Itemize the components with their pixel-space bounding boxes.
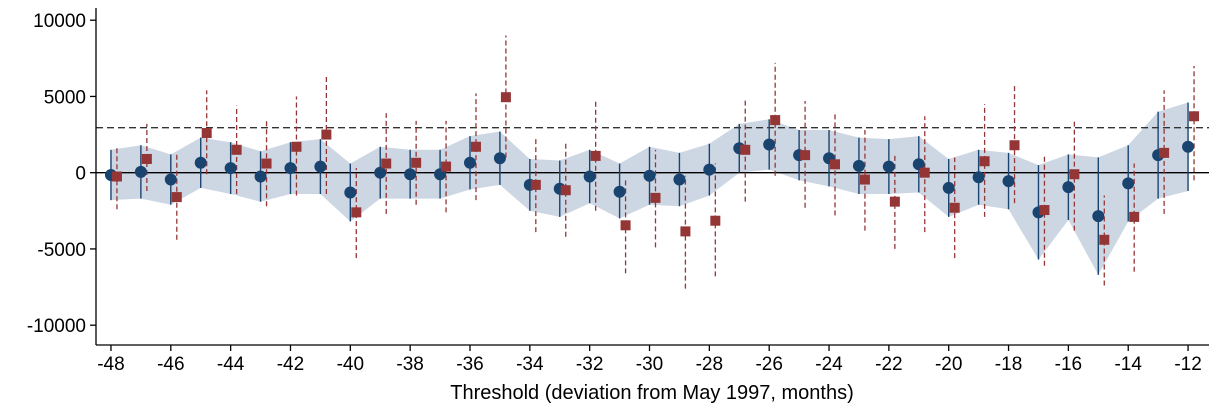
circle-series-point: [284, 162, 297, 175]
y-tick-label: -5000: [37, 240, 86, 261]
square-series-point: [141, 153, 152, 164]
circle-series-point: [493, 152, 506, 165]
square-series-layer: [111, 92, 1200, 245]
square-series-point: [740, 144, 751, 155]
square-series-point: [411, 157, 422, 168]
circle-series-point: [344, 186, 357, 199]
square-series-point: [111, 171, 122, 182]
x-axis-title: Threshold (deviation from May 1997, mont…: [450, 382, 854, 404]
square-series-point: [770, 115, 781, 126]
circle-series-point: [643, 169, 656, 182]
square-series-point: [680, 226, 691, 237]
y-tick-label: 5000: [44, 87, 86, 108]
square-series-point: [949, 202, 960, 213]
square-series-point: [231, 144, 242, 155]
circle-series-point: [763, 138, 776, 151]
circle-series-point: [852, 159, 865, 172]
x-tick-label: -12: [1174, 354, 1201, 375]
circle-series-point: [673, 173, 686, 186]
x-tick-label: -18: [995, 354, 1022, 375]
circle-series-point: [164, 173, 177, 186]
square-series-point: [979, 156, 990, 167]
x-tick-label: -26: [755, 354, 782, 375]
x-tick-label: -20: [935, 354, 962, 375]
axes-layer: -10000 -5000 0 5000 10000 -48 -46 -44 -42 -40 -38 -…: [27, 8, 1209, 375]
square-series-point: [560, 185, 571, 196]
x-tick-label: -34: [516, 354, 544, 375]
x-tick-label: -44: [217, 354, 245, 375]
square-series-point: [800, 150, 811, 161]
square-series-point: [381, 158, 392, 169]
circle-series-point: [972, 171, 985, 184]
circle-series-point: [1122, 177, 1135, 190]
x-tick-label: -32: [576, 354, 603, 375]
x-tick-label: -16: [1055, 354, 1082, 375]
square-series-point: [441, 161, 452, 172]
square-series-point: [1009, 140, 1020, 151]
circle-series-point: [882, 160, 895, 173]
square-series-point: [530, 179, 541, 190]
square-series-point: [201, 128, 212, 139]
x-tick-label: -48: [97, 354, 124, 375]
square-series-point: [590, 150, 601, 161]
circle-series-point: [1182, 140, 1195, 153]
circle-series-point: [613, 185, 626, 198]
circle-series-point: [942, 181, 955, 194]
circle-series-point: [1002, 175, 1015, 188]
x-tick-label: -14: [1114, 354, 1142, 375]
y-tick-label: 0: [75, 164, 86, 185]
square-series-point: [1129, 211, 1140, 222]
square-series-point: [291, 141, 302, 152]
circle-series-point: [1062, 181, 1075, 194]
circle-series-point: [374, 166, 387, 179]
y-tick-label: -10000: [27, 316, 86, 337]
circle-series-point: [254, 170, 267, 183]
circle-series-point: [134, 165, 147, 178]
x-tick-label: -22: [875, 354, 902, 375]
square-series-point: [919, 167, 930, 178]
square-series-point: [650, 192, 661, 203]
square-series-point: [1039, 205, 1050, 216]
square-series-point: [470, 141, 481, 152]
square-series-point: [1099, 234, 1110, 245]
x-tick-label: -36: [456, 354, 483, 375]
square-series-point: [859, 174, 870, 185]
x-tick-label: -28: [696, 354, 723, 375]
circle-series-point: [912, 158, 925, 171]
x-tick-label: -42: [277, 354, 304, 375]
circle-series-point: [404, 168, 417, 181]
circle-series-point: [224, 162, 237, 175]
square-series-point: [500, 92, 511, 103]
square-series-point: [1159, 147, 1170, 158]
x-tick-label: -30: [636, 354, 663, 375]
square-series-point: [321, 129, 332, 140]
x-tick-label: -24: [815, 354, 843, 375]
circle-series-point: [1092, 210, 1105, 223]
square-series-point: [351, 207, 362, 218]
square-series-point: [620, 220, 631, 231]
circle-series-point: [703, 163, 716, 176]
square-series-point: [889, 196, 900, 207]
square-series-point: [830, 159, 841, 170]
square-series-point: [710, 215, 721, 226]
x-tick-label: -40: [337, 354, 364, 375]
square-series-point: [171, 192, 182, 203]
y-tick-label: 10000: [33, 11, 86, 32]
circle-series-point: [194, 156, 207, 169]
circle-series-point: [583, 170, 596, 183]
circle-series-point: [463, 156, 476, 169]
x-tick-label: -46: [157, 354, 184, 375]
square-series-point: [1189, 111, 1200, 122]
circle-series-point: [314, 160, 327, 173]
x-tick-label: -38: [396, 354, 423, 375]
square-series-point: [1069, 169, 1080, 180]
square-series-point: [261, 158, 272, 169]
